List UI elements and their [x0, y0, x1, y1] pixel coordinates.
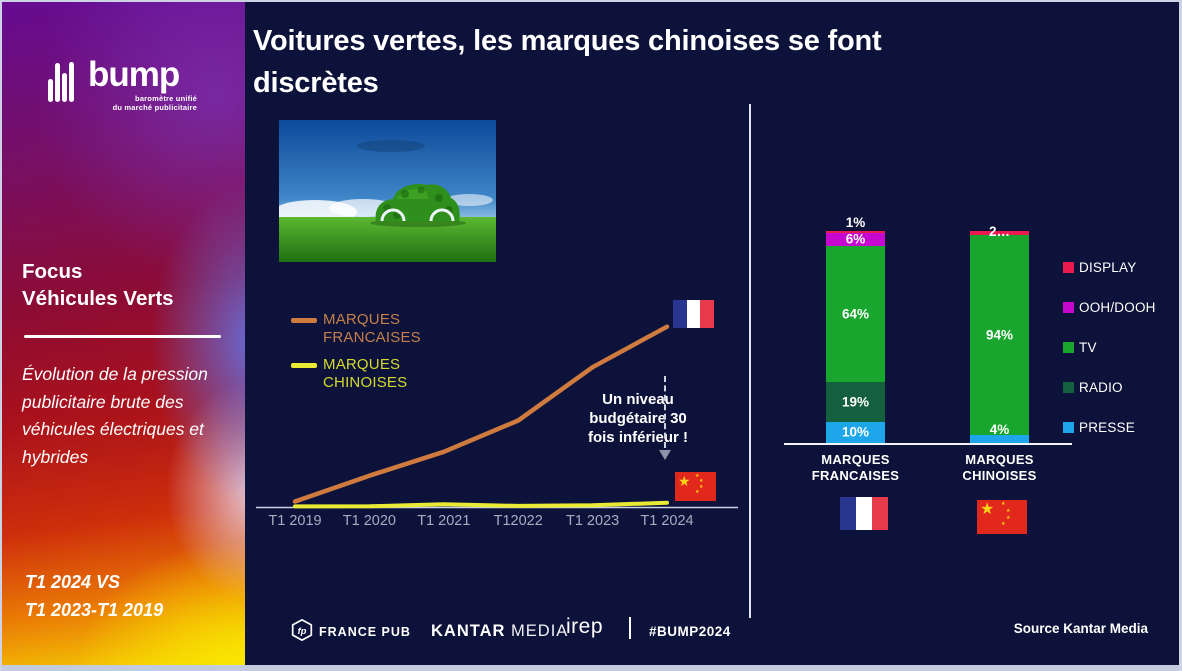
france-pub-label: FRANCE PUB — [319, 625, 411, 639]
sidebar-period-line2: T1 2023-T1 2019 — [25, 600, 164, 620]
x-tick-label: T1 2023 — [565, 513, 620, 529]
bar-segment-label: 94% — [985, 327, 1014, 343]
kantar-media-logo: KANTAR MEDIA — [431, 622, 568, 641]
bar-legend-swatch — [1063, 422, 1074, 433]
france-flag-icon — [840, 497, 888, 530]
bar-segment-radio: 19% — [826, 381, 885, 422]
bar-segment-tv: 64% — [826, 245, 885, 382]
arrow-down-icon — [659, 450, 671, 460]
slide-border-left — [0, 0, 2, 671]
focus-title-line1: Focus — [22, 260, 83, 283]
bar-category-label-0: MARQUES FRANCAISES — [811, 452, 900, 483]
sidebar: bump baromètre unifié du marché publicit… — [0, 0, 245, 671]
bar-chart-legend: DISPLAY OOH/DOOH TV RADIO PRESSE — [1063, 260, 1156, 460]
stacked-bar-1: 2… 94% 4% — [970, 224, 1029, 443]
bar-legend-swatch — [1063, 382, 1074, 393]
bump-tagline: baromètre unifié du marché publicitaire — [72, 94, 197, 112]
bar-chart-category-labels: MARQUES FRANCAISES MARQUES CHINOISES — [782, 452, 1073, 486]
bump-logo: bump baromètre unifié du marché publicit… — [48, 55, 197, 112]
bar-segment-label: 6% — [845, 231, 866, 247]
china-flag-icon: ★ ★ ★ ★ ★ — [977, 500, 1027, 534]
line-chart — [256, 324, 738, 509]
kantar-logo-light: MEDIA — [511, 622, 569, 640]
slide-border-bottom — [0, 665, 1182, 671]
bar-segment-presse: 10% — [826, 421, 885, 443]
x-tick-label: T1 2020 — [342, 513, 396, 529]
bar-legend-swatch — [1063, 302, 1074, 313]
line-chart-legend: MARQUES FRANCAISES MARQUES CHINOISES — [291, 311, 427, 401]
bar-legend-label: OOH/DOOH — [1079, 300, 1156, 315]
bar-segment-display — [826, 231, 885, 234]
page-title: Voitures vertes, les marques chinoises s… — [253, 20, 1013, 104]
stacked-bar-0: 1% 6% 64% 19% 10% — [826, 215, 885, 443]
footer-separator — [629, 617, 631, 639]
x-tick-label: T1 2019 — [268, 513, 322, 529]
bar-legend-item-ooh-dooh: OOH/DOOH — [1063, 300, 1156, 315]
bar-legend-swatch — [1063, 262, 1074, 273]
bar-legend-item-tv: TV — [1063, 340, 1156, 355]
bump-wordmark: bump — [88, 55, 180, 94]
green-car-image — [279, 120, 496, 262]
bump-bars-icon — [48, 60, 76, 102]
legend-item-0: MARQUES FRANCAISES — [291, 311, 427, 347]
bar-legend-label: DISPLAY — [1079, 260, 1137, 275]
bar-segment-tv: 94% — [970, 235, 1029, 435]
slide-border-right — [1179, 0, 1182, 671]
legend-label: MARQUES CHINOISES — [323, 356, 408, 391]
sidebar-divider — [24, 335, 221, 338]
line-series-1 — [293, 500, 669, 509]
x-tick-label: T1 2024 — [640, 513, 694, 529]
bar-segment-label: 19% — [841, 394, 870, 410]
bar-legend-item-radio: RADIO — [1063, 380, 1156, 395]
irep-logo: irep — [566, 615, 604, 638]
bar-top-label: 1% — [845, 215, 866, 230]
page-title-line2: discrètes — [253, 67, 379, 99]
slide-border-top — [0, 0, 1182, 2]
bar-legend-swatch — [1063, 342, 1074, 353]
bar-legend-label: TV — [1079, 340, 1097, 355]
bar-segment-presse: 4% — [970, 422, 1029, 443]
bump-tagline-line1: baromètre unifié — [135, 94, 197, 103]
legend-item-1: MARQUES CHINOISES — [291, 356, 427, 392]
bar-top-label: 2… — [988, 224, 1010, 239]
budget-annotation: Un niveau budgétaire 30 fois inférieur ! — [587, 391, 688, 446]
sidebar-period: T1 2024 VS T1 2023-T1 2019 — [25, 568, 163, 624]
kantar-logo-bold: KANTAR — [431, 622, 506, 640]
line-series-0 — [292, 324, 670, 504]
france-pub-logo-icon: fp — [291, 619, 313, 641]
focus-title-line2: Véhicules Verts — [22, 287, 174, 310]
bar-segment-label: 4% — [989, 421, 1010, 437]
fp-monogram: fp — [298, 626, 307, 636]
bar-segment-label: 64% — [841, 306, 870, 322]
bar-legend-label: PRESSE — [1079, 420, 1135, 435]
bar-chart-axis-line — [784, 443, 1072, 445]
x-tick-label: T12022 — [493, 513, 543, 529]
stacked-bar-chart: 1% 6% 64% 19% 10% 2… 94% 4% — [782, 215, 1073, 443]
legend-line-swatch — [291, 363, 317, 368]
bar-legend-item-display: DISPLAY — [1063, 260, 1156, 275]
section-divider — [749, 104, 751, 618]
bump-hashtag: #BUMP2024 — [649, 624, 731, 639]
bar-segment-display — [970, 231, 1029, 236]
bar-segment-ooh-dooh: 6% — [826, 231, 885, 247]
focus-title: Focus Véhicules Verts — [22, 258, 174, 312]
legend-line-swatch — [291, 318, 317, 323]
source-credit: Source Kantar Media — [1013, 621, 1148, 636]
legend-label: MARQUES FRANCAISES — [323, 311, 421, 346]
annotation-dashed-arrow — [664, 376, 666, 448]
china-flag-icon: ★ ★ ★ ★ ★ — [675, 472, 716, 501]
bar-legend-label: RADIO — [1079, 380, 1123, 395]
sidebar-description: Évolution de la pression publicitaire br… — [22, 364, 208, 467]
bar-segment-label: 10% — [841, 424, 870, 440]
bar-category-label-1: MARQUES CHINOISES — [962, 452, 1037, 483]
x-tick-label: T1 2021 — [417, 513, 471, 529]
france-flag-icon — [673, 300, 714, 328]
sidebar-period-line1: T1 2024 VS — [25, 572, 121, 592]
line-chart-x-labels: T1 2019 T1 2020 T1 2021 T12022 T1 2023 T1 202… — [251, 513, 743, 533]
bar-legend-item-presse: PRESSE — [1063, 420, 1156, 435]
bump-tagline-line2: du marché publicitaire — [112, 103, 197, 112]
page-title-line1: Voitures vertes, les marques chinoises s… — [253, 25, 882, 57]
